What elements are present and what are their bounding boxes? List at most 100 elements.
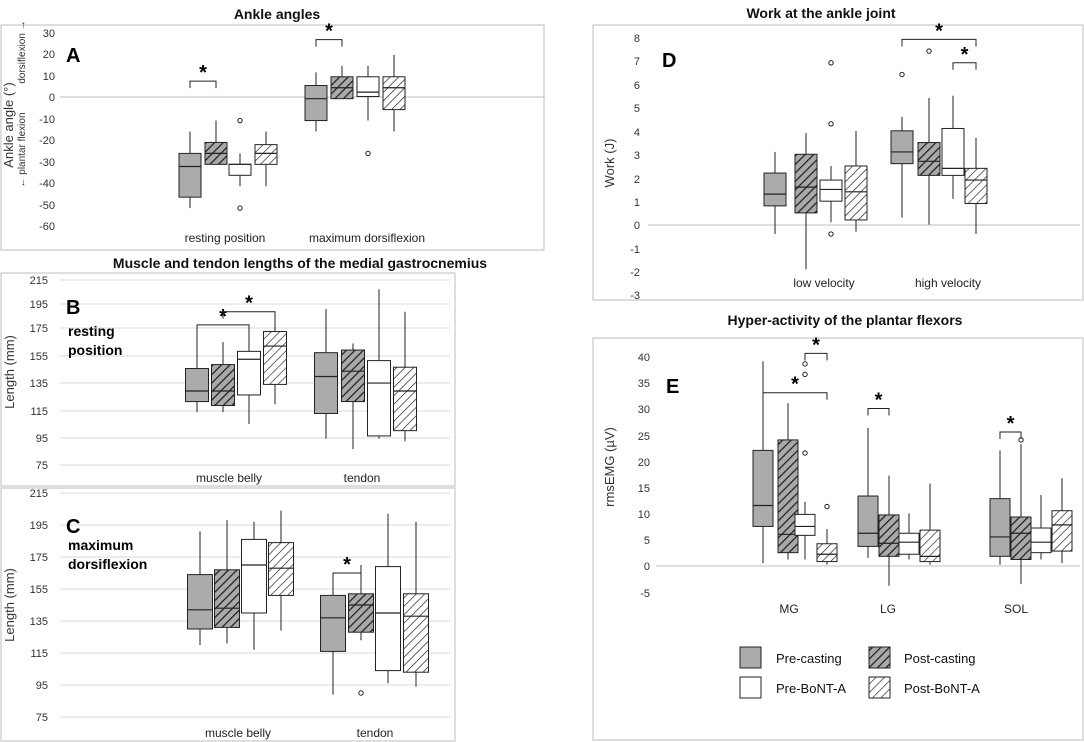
panel-b-ytick: 215 xyxy=(30,275,48,287)
panel-c-ytick: 115 xyxy=(30,648,48,660)
panel-e-category-label: MG xyxy=(779,602,798,616)
panel-b-label: B xyxy=(66,297,80,319)
panel-a-plantar-flexion-label: ← plantar flexion xyxy=(17,112,28,187)
significance-star: * xyxy=(961,44,969,66)
panel-a-ytick: 30 xyxy=(43,28,55,40)
box-sol-post-bont-a xyxy=(1051,510,1073,552)
significance-star: * xyxy=(791,374,799,396)
panel-b-note-line2: position xyxy=(68,342,122,358)
panel-b-boxes: ** xyxy=(185,289,417,450)
legend-label-pre-bont-a: Pre-BoNT-A xyxy=(776,681,846,696)
panel-d-yticks: 8 7 6 5 4 3 2 1 0 -1 -2 -3 xyxy=(630,33,640,302)
panel-d-ytick: 6 xyxy=(634,80,640,92)
box-maximum-dorsiflexion-pre-casting xyxy=(304,85,328,122)
panel-d-ytick: -2 xyxy=(630,267,640,279)
panel-e-yticks: 40 35 30 25 20 15 10 5 0 -5 xyxy=(638,352,650,600)
panel-b-note-line1: resting xyxy=(68,323,115,339)
significance-bracket xyxy=(222,311,276,319)
panel-a: Ankle angles A Ankle angle (°) dorsiflex… xyxy=(0,6,545,251)
significance-bracket xyxy=(762,392,828,400)
panel-d-ytick: 1 xyxy=(634,197,640,209)
box-muscle-belly-post-casting xyxy=(211,364,235,407)
significance-star: * xyxy=(245,293,253,315)
legend-swatch-pre-bont-a xyxy=(739,676,762,699)
panel-c-category-label: tendon xyxy=(357,726,394,740)
panel-d-ylabel: Work (J) xyxy=(602,139,617,188)
panel-a-ytick: -30 xyxy=(39,157,55,169)
panel-e-category-label: LG xyxy=(880,602,896,616)
significance-bracket xyxy=(196,324,250,332)
panel-e-ylabel: rmsEMG (µV) xyxy=(602,427,617,507)
box-resting-position-post-bont-a xyxy=(254,144,278,165)
legend-swatch-post-bont-a xyxy=(868,676,891,699)
panel-e-ytick: 0 xyxy=(644,561,650,573)
panel-b-ytick: 195 xyxy=(30,299,48,311)
panel-b-ytick: 75 xyxy=(36,460,48,472)
box-mg-post-casting xyxy=(777,439,799,554)
panel-e-category-label: SOL xyxy=(1004,602,1028,616)
panel-e: Hyper-activity of the plantar flexors E … xyxy=(592,312,1084,741)
panel-d-category-label: high velocity xyxy=(915,276,981,290)
box-low-velocity-pre-casting xyxy=(763,172,787,207)
box-resting-position-pre-casting xyxy=(178,152,202,198)
box-sol-pre-bont-a xyxy=(1030,527,1052,554)
box-resting-position-pre-bont-a-outlier xyxy=(237,205,243,211)
box-mg-post-bont-a-outlier xyxy=(824,503,830,510)
legend-swatch-post-casting xyxy=(868,646,891,669)
legend: Pre-casting Post-casting Pre-BoNT-A Post… xyxy=(739,646,980,699)
significance-bracket xyxy=(315,39,343,47)
panel-e-frame xyxy=(592,337,1084,741)
box-lg-post-bont-a xyxy=(919,529,941,563)
panel-b-category-label: muscle belly xyxy=(196,471,262,485)
panel-a-yticks: 30 20 10 0 -10 -20 -30 -40 -50 -60 xyxy=(39,28,55,233)
panel-e-ytick: -5 xyxy=(640,588,650,600)
panel-d-ytick: -1 xyxy=(630,244,640,256)
significance-bracket xyxy=(952,62,977,70)
panel-b-yticks: 215 195 175 155 135 115 95 75 xyxy=(30,275,48,472)
panel-e-ytick: 20 xyxy=(638,457,650,469)
significance-bracket xyxy=(999,431,1022,440)
box-mg-pre-bont-a-outlier xyxy=(802,361,808,367)
panel-d-frame xyxy=(592,24,1084,301)
panel-c-ylabel: Length (mm) xyxy=(2,568,17,642)
panel-d-ytick: 3 xyxy=(634,150,640,162)
panel-e-ytick: 35 xyxy=(638,378,650,390)
significance-star: * xyxy=(343,554,351,576)
panel-c: C maximum dorsiflexion Length (mm) 215 1… xyxy=(0,487,456,742)
panel-a-title: Ankle angles xyxy=(234,6,321,22)
panel-d-category-label: low velocity xyxy=(793,276,854,290)
panel-c-ytick: 155 xyxy=(30,584,48,596)
significance-bracket xyxy=(901,38,977,47)
box-muscle-belly-post-bont-a xyxy=(268,542,294,596)
legend-label-post-casting: Post-casting xyxy=(904,651,976,666)
panel-c-frame xyxy=(0,487,456,742)
panel-c-note-line2: dorsiflexion xyxy=(68,556,147,572)
panel-a-ytick: -60 xyxy=(39,221,55,233)
panel-e-ytick: 15 xyxy=(638,483,650,495)
significance-bracket xyxy=(867,407,890,416)
box-sol-pre-casting xyxy=(989,498,1011,557)
panel-b: Muscle and tendon lengths of the medial … xyxy=(0,255,487,487)
box-sol-post-casting xyxy=(1010,516,1032,560)
significance-star: * xyxy=(199,62,207,84)
panel-d-ytick: 4 xyxy=(634,127,640,139)
panel-c-ytick: 195 xyxy=(30,520,48,532)
significance-bracket xyxy=(189,80,217,89)
panel-c-yticks: 215 195 175 155 135 115 95 75 xyxy=(30,488,48,724)
box-high-velocity-post-bont-a xyxy=(964,167,988,205)
panel-d: Work at the ankle joint D Work (J) 8 7 6… xyxy=(592,5,1084,302)
box-maximum-dorsiflexion-pre-bont-a-outlier xyxy=(365,150,371,157)
box-low-velocity-pre-bont-a-outlier xyxy=(828,60,834,66)
panel-c-boxes: * xyxy=(187,510,429,696)
box-mg-pre-casting xyxy=(752,449,774,527)
box-high-velocity-pre-casting-outlier xyxy=(899,71,905,78)
legend-label-post-bont-a: Post-BoNT-A xyxy=(904,681,980,696)
box-tendon-pre-casting xyxy=(314,352,338,414)
box-resting-position-pre-bont-a xyxy=(228,163,252,176)
box-maximum-dorsiflexion-pre-bont-a xyxy=(356,76,380,97)
box-low-velocity-post-bont-a xyxy=(844,165,868,221)
significance-star: * xyxy=(812,334,820,356)
panel-b-ytick: 135 xyxy=(30,378,48,390)
panel-a-dorsiflexion-label: dorsiflexion → xyxy=(17,20,28,83)
